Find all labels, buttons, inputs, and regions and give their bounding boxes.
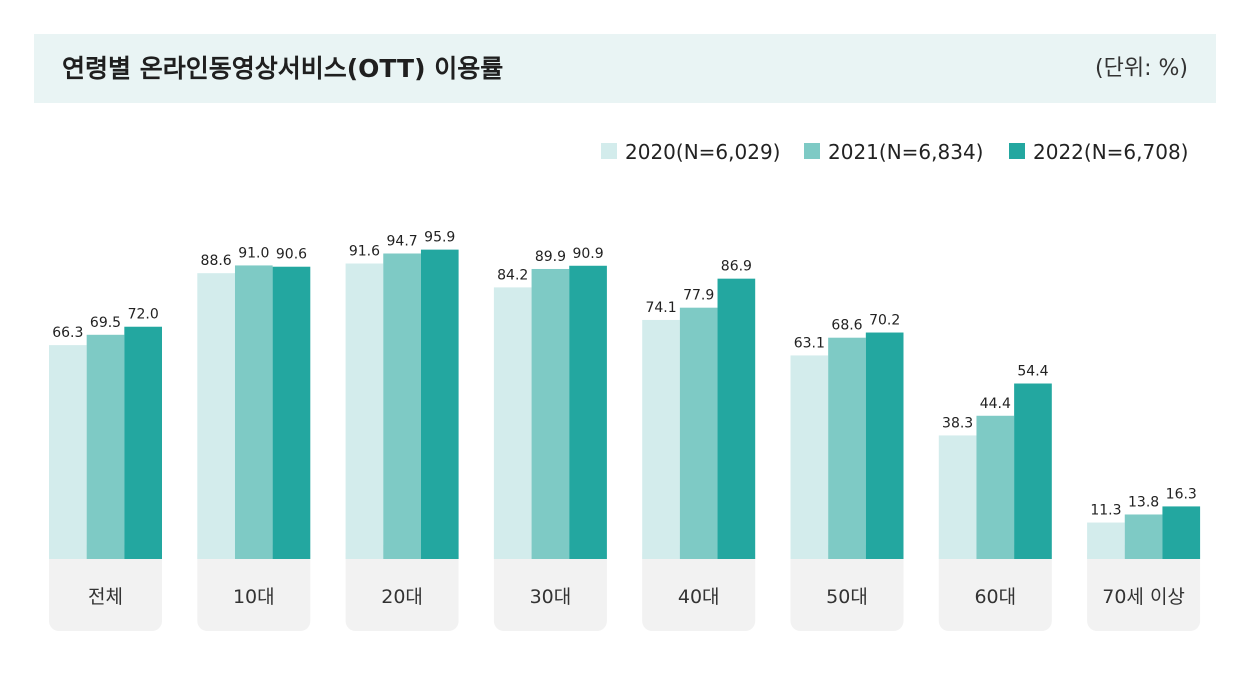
chart-legend: 2020(N=6,029) 2021(N=6,834) 2022(N=6,708) [601,140,1188,164]
value-label-5-2: 70.2 [869,313,900,329]
category-label-3: 30대 [530,586,572,608]
bar-2-1 [383,253,421,559]
legend-label-1: 2021(N=6,834) [828,140,983,164]
value-label-4-2: 86.9 [721,259,752,275]
category-label-2: 20대 [381,586,423,608]
legend-swatch-2 [1009,143,1025,159]
chart-header: 연령별 온라인동영상서비스(OTT) 이용률 (단위: %) [34,34,1216,103]
bar-6-0 [938,435,977,559]
bar-7-1 [1124,514,1163,559]
bar-0-1 [86,334,125,559]
bar-0-2 [124,326,162,559]
value-label-6-1: 44.4 [980,396,1011,412]
legend-swatch-0 [601,143,617,159]
category-label-5: 50대 [826,586,868,608]
value-label-5-1: 68.6 [831,318,862,334]
unit-label: (단위: %) [1095,56,1188,81]
bar-5-1 [828,337,866,559]
value-label-5-0: 63.1 [794,335,825,351]
bar-6-2 [1014,383,1052,559]
value-label-4-1: 77.9 [683,288,714,304]
bar-1-1 [234,265,273,559]
bar-1-2 [272,266,311,559]
category-box-0 [49,545,162,631]
bar-5-2 [865,332,904,559]
bar-3-1 [531,268,570,559]
category-label-0: 전체 [88,586,123,608]
value-label-4-0: 74.1 [645,300,676,316]
legend-swatch-1 [804,143,820,159]
value-labels: 66.3 69.5 72.0 88.6 91.0 90.6 91.6 94.7 95.9 84.2… [52,230,1197,519]
bar-3-0 [493,287,532,559]
category-box-6 [938,545,1052,631]
category-label-1: 10대 [233,586,275,608]
category-box-4 [642,545,756,631]
value-label-2-1: 94.7 [387,234,418,250]
category-label-7: 70세 이상 [1102,586,1185,608]
category-label-6: 60대 [974,586,1016,608]
bar-6-1 [976,415,1015,559]
bar-5-0 [790,355,829,559]
bar-0-0 [49,345,87,559]
category-box-7 [1087,545,1201,631]
bar-7-0 [1087,522,1125,559]
bar-2-2 [420,249,459,559]
value-label-6-0: 38.3 [942,415,973,431]
value-label-1-2: 90.6 [276,247,307,263]
bar-2-0 [345,263,384,559]
legend-label-2: 2022(N=6,708) [1033,140,1188,164]
bar-4-2 [717,278,756,559]
value-label-7-2: 16.3 [1166,486,1197,502]
value-label-0-2: 72.0 [128,307,159,323]
value-label-2-0: 91.6 [349,244,380,260]
bar-1-0 [197,273,235,559]
value-label-1-1: 91.0 [238,245,269,261]
bar-4-1 [679,307,718,559]
value-label-3-0: 84.2 [497,267,528,283]
value-label-0-1: 69.5 [90,315,121,331]
bar-series [49,249,1201,559]
value-label-3-2: 90.9 [572,246,603,262]
value-label-7-0: 11.3 [1090,503,1121,519]
category-axis: 전체 10대 20대 30대 40대 50대 60대 70세 이상 [49,545,1201,631]
bar-3-2 [569,265,607,559]
value-label-3-1: 89.9 [535,249,566,265]
legend-label-0: 2020(N=6,029) [625,140,780,164]
value-label-6-2: 54.4 [1017,364,1048,380]
category-box-2 [345,545,459,631]
category-box-3 [493,545,607,631]
bar-7-2 [1162,506,1201,559]
value-label-0-0: 66.3 [52,325,83,341]
bar-4-0 [642,319,680,559]
value-label-7-1: 13.8 [1128,494,1159,510]
chart-title: 연령별 온라인동영상서비스(OTT) 이용률 [62,54,504,83]
value-label-2-2: 95.9 [424,230,455,246]
category-label-4: 40대 [678,586,720,608]
category-box-1 [197,545,311,631]
category-box-5 [790,545,904,631]
value-label-1-0: 88.6 [201,253,232,269]
